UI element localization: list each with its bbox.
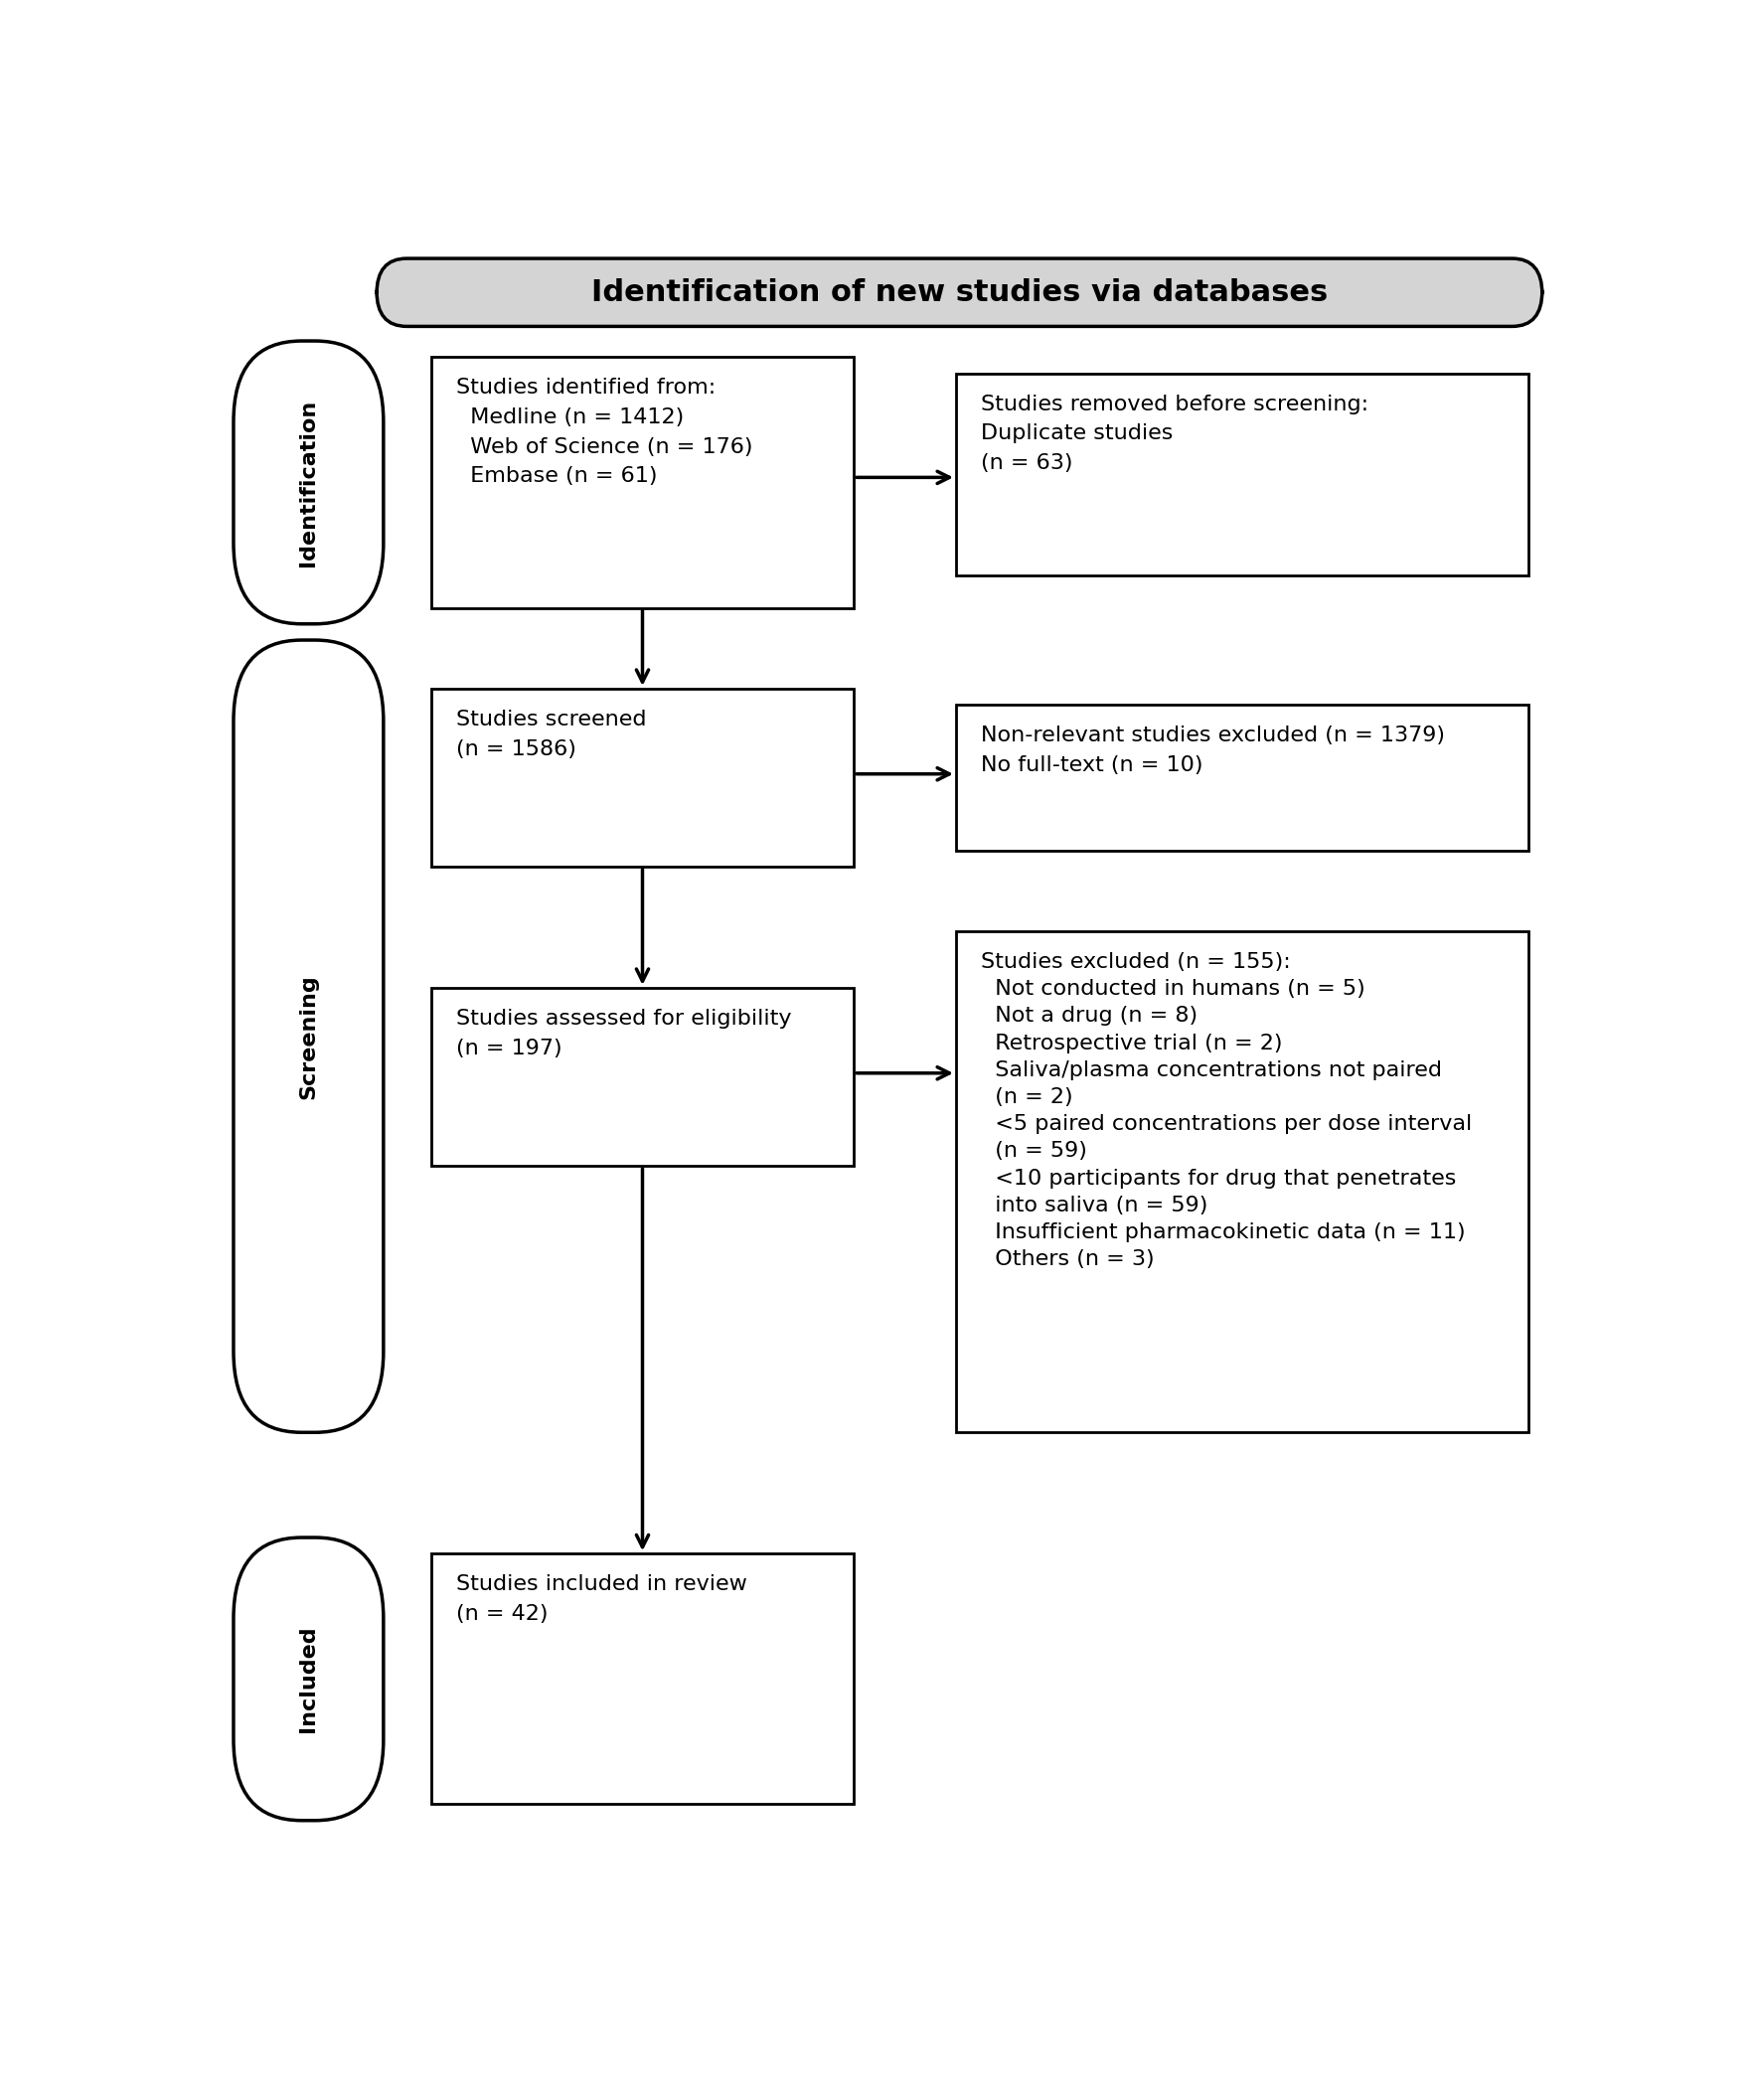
Text: Identification of new studies via databases: Identification of new studies via databa…: [591, 277, 1328, 307]
FancyBboxPatch shape: [234, 340, 383, 624]
FancyBboxPatch shape: [957, 930, 1529, 1432]
Text: Studies removed before screening:
Duplicate studies
(n = 63): Studies removed before screening: Duplic…: [980, 395, 1369, 473]
Text: Included: Included: [299, 1625, 318, 1732]
Text: Studies screened
(n = 1586): Studies screened (n = 1586): [456, 710, 646, 758]
Text: Identification: Identification: [299, 399, 318, 567]
Text: Studies identified from:
  Medline (n = 1412)
  Web of Science (n = 176)
  Embas: Studies identified from: Medline (n = 14…: [456, 378, 753, 487]
FancyBboxPatch shape: [431, 357, 853, 607]
FancyBboxPatch shape: [431, 689, 853, 867]
Text: Screening: Screening: [299, 974, 318, 1098]
Text: Studies excluded (n = 155):
  Not conducted in humans (n = 5)
  Not a drug (n = : Studies excluded (n = 155): Not conducte…: [980, 951, 1472, 1268]
FancyBboxPatch shape: [234, 640, 383, 1432]
FancyBboxPatch shape: [376, 258, 1543, 326]
Text: Studies included in review
(n = 42): Studies included in review (n = 42): [456, 1575, 748, 1623]
Text: Non-relevant studies excluded (n = 1379)
No full-text (n = 10): Non-relevant studies excluded (n = 1379)…: [980, 727, 1444, 775]
FancyBboxPatch shape: [234, 1537, 383, 1821]
Text: Studies assessed for eligibility
(n = 197): Studies assessed for eligibility (n = 19…: [456, 1008, 792, 1058]
FancyBboxPatch shape: [957, 706, 1529, 851]
FancyBboxPatch shape: [957, 374, 1529, 575]
FancyBboxPatch shape: [431, 1554, 853, 1804]
FancyBboxPatch shape: [431, 987, 853, 1166]
